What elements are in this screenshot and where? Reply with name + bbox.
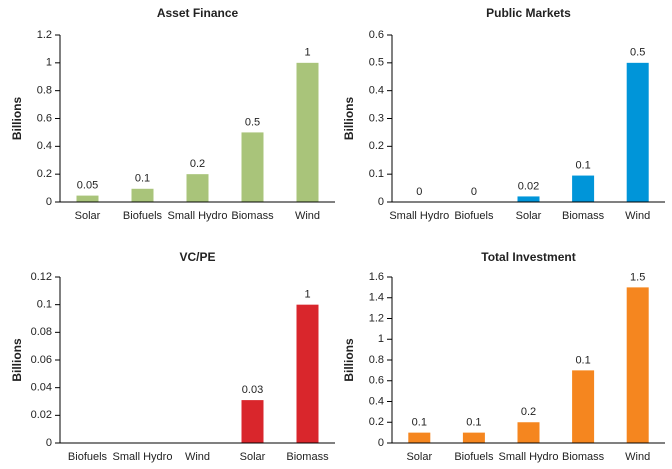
- y-tick-label: 1.6: [369, 271, 384, 283]
- bar: [131, 188, 154, 202]
- y-tick-label: 0.4: [369, 85, 384, 97]
- x-tick-label: Biomass: [562, 451, 605, 463]
- y-tick-label: 0.2: [369, 416, 384, 428]
- bar: [408, 432, 431, 443]
- bar: [186, 174, 209, 202]
- x-tick-label: Small Hydro: [168, 210, 228, 222]
- bar: [517, 422, 540, 443]
- y-tick-label: 0.6: [369, 29, 384, 41]
- chart-title: Asset Finance: [157, 6, 239, 20]
- bar: [572, 175, 595, 202]
- y-tick-label: 0.1: [37, 299, 52, 311]
- value-label: 0.2: [521, 406, 536, 418]
- y-tick-label: 0: [378, 196, 384, 208]
- y-tick-label: 0.6: [369, 375, 384, 387]
- y-tick-label: 1: [46, 57, 52, 69]
- bar: [241, 132, 264, 202]
- value-label: 0.5: [630, 47, 645, 59]
- bar: [517, 196, 540, 202]
- y-axis-label: Billions: [342, 338, 356, 382]
- bar: [296, 304, 319, 443]
- y-tick-label: 0.2: [369, 140, 384, 152]
- x-tick-label: Biofuels: [68, 451, 108, 463]
- x-tick-label: Small Hydro: [113, 451, 173, 463]
- x-tick-label: Solar: [516, 210, 542, 222]
- y-tick-label: 0.3: [369, 112, 384, 124]
- y-tick-label: 0: [378, 437, 384, 449]
- value-label: 0.03: [242, 384, 263, 396]
- y-tick-label: 0.1: [369, 168, 384, 180]
- bar: [626, 62, 649, 203]
- value-label: 1.5: [630, 271, 645, 283]
- x-tick-label: Small Hydro: [389, 210, 449, 222]
- x-tick-label: Wind: [185, 451, 210, 463]
- y-tick-label: 0.2: [37, 168, 52, 180]
- bar: [626, 287, 649, 443]
- value-label: 0.5: [245, 116, 260, 128]
- y-tick-label: 0.4: [37, 140, 52, 152]
- y-tick-label: 0: [46, 196, 52, 208]
- y-tick-label: 1.2: [37, 29, 52, 41]
- bar: [241, 400, 264, 443]
- x-tick-label: Biofuels: [454, 210, 494, 222]
- x-tick-label: Biofuels: [123, 210, 163, 222]
- value-label: 0.1: [412, 417, 427, 429]
- y-tick-label: 0.12: [31, 271, 52, 283]
- value-label: 1: [304, 47, 310, 59]
- x-tick-label: Biofuels: [454, 451, 494, 463]
- value-label: 1: [304, 289, 310, 301]
- chart-title: VC/PE: [179, 250, 215, 264]
- y-tick-label: 0.5: [369, 57, 384, 69]
- y-tick-label: 0.8: [37, 85, 52, 97]
- y-tick-label: 0: [46, 437, 52, 449]
- bar: [296, 62, 319, 203]
- x-tick-label: Biomass: [562, 210, 605, 222]
- value-label: 0: [416, 186, 422, 198]
- bar: [572, 370, 595, 443]
- value-label: 0.2: [190, 158, 205, 170]
- y-tick-label: 0.4: [369, 395, 384, 407]
- value-label: 0.1: [575, 159, 590, 171]
- x-tick-label: Solar: [240, 451, 266, 463]
- y-tick-label: 0.04: [31, 382, 52, 394]
- y-tick-label: 0.6: [37, 112, 52, 124]
- x-tick-label: Biomass: [231, 210, 274, 222]
- bar: [462, 432, 485, 443]
- value-label: 0.05: [77, 180, 98, 192]
- x-tick-label: Wind: [295, 210, 320, 222]
- y-tick-label: 0.02: [31, 409, 52, 421]
- y-axis-label: Billions: [342, 97, 356, 141]
- x-tick-label: Biomass: [286, 451, 329, 463]
- x-tick-label: Wind: [625, 451, 650, 463]
- y-tick-label: 0.06: [31, 354, 52, 366]
- value-label: 0.1: [135, 173, 150, 185]
- y-axis-label: Billions: [10, 97, 24, 141]
- y-tick-label: 1.2: [369, 312, 384, 324]
- value-label: 0.1: [466, 417, 481, 429]
- chart-title: Public Markets: [486, 6, 571, 20]
- y-axis-label: Billions: [10, 338, 24, 382]
- y-tick-label: 0.8: [369, 354, 384, 366]
- y-tick-label: 0.08: [31, 326, 52, 338]
- x-tick-label: Solar: [75, 210, 101, 222]
- y-tick-label: 1: [378, 333, 384, 345]
- value-label: 0.1: [575, 354, 590, 366]
- value-label: 0.02: [518, 180, 539, 192]
- y-tick-label: 1.4: [369, 292, 384, 304]
- chart-title: Total Investment: [481, 250, 575, 264]
- value-label: 0: [471, 186, 477, 198]
- x-tick-label: Solar: [406, 451, 432, 463]
- x-tick-label: Small Hydro: [499, 451, 559, 463]
- bar: [76, 195, 99, 202]
- x-tick-label: Wind: [625, 210, 650, 222]
